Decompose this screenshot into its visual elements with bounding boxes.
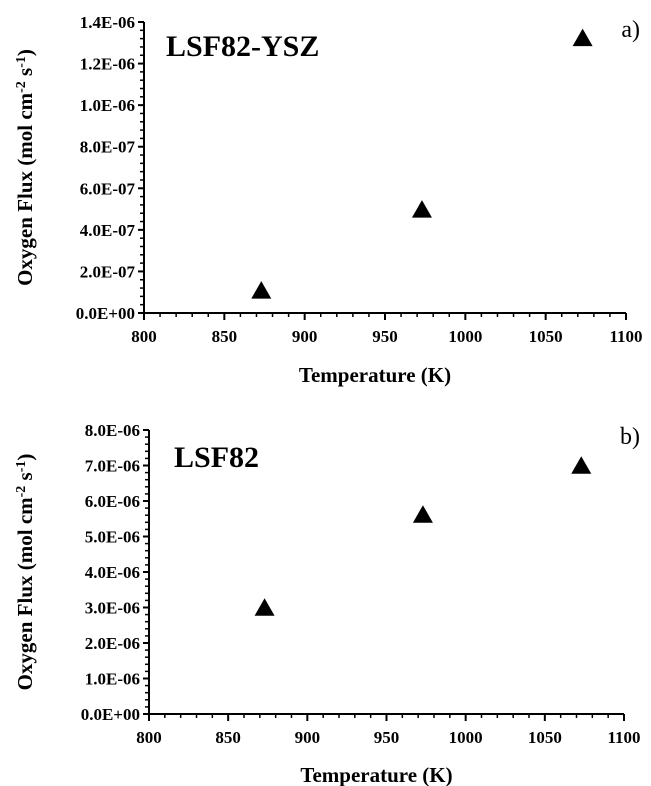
x-tick-label: 1050: [529, 327, 563, 346]
panel-letter: a): [621, 17, 640, 43]
data-point-triangle: [254, 598, 275, 616]
y-tick-label: 8.0E-06: [85, 421, 140, 440]
panel-title: LSF82-YSZ: [166, 30, 319, 63]
y-tick-label: 8.0E-07: [80, 138, 136, 157]
x-tick-label: 900: [295, 728, 321, 747]
x-tick-label: 1000: [449, 728, 483, 747]
data-point-triangle: [251, 281, 272, 299]
y-tick-label: 1.0E-06: [80, 96, 135, 115]
x-tick-label: 950: [372, 327, 398, 346]
y-tick-label: 4.0E-06: [85, 563, 140, 582]
x-tick-label: 800: [131, 327, 157, 346]
y-tick-label: 2.0E-06: [85, 634, 140, 653]
y-axis-title-part: s: [13, 68, 37, 81]
y-tick-label: 1.2E-06: [80, 55, 135, 74]
x-tick-label: 1100: [607, 728, 640, 747]
x-tick-label: 1000: [448, 327, 482, 346]
y-axis-title-part: Oxygen Flux (mol cm: [13, 497, 37, 691]
x-tick-label: 1050: [528, 728, 562, 747]
y-axis-title-part: -1: [14, 56, 29, 68]
y-tick-label: 1.4E-06: [80, 13, 135, 32]
data-point-triangle: [412, 505, 433, 523]
y-axis-title-part: -1: [14, 461, 29, 473]
y-tick-label: 3.0E-06: [85, 599, 140, 618]
y-axis-title-part: ): [13, 454, 37, 461]
y-axis-title-part: ): [13, 49, 37, 56]
y-tick-label: 0.0E+00: [81, 705, 140, 724]
y-axis-title-part: s: [13, 472, 37, 485]
data-point-triangle: [572, 28, 593, 47]
y-tick-label: 0.0E+00: [76, 304, 135, 323]
y-tick-label: 6.0E-06: [85, 492, 140, 511]
panel-title: LSF82: [174, 441, 259, 474]
y-tick-label: 5.0E-06: [85, 528, 140, 547]
y-tick-label: 1.0E-06: [85, 670, 140, 689]
x-axis-title: Temperature (K): [299, 363, 451, 387]
x-tick-label: 900: [292, 327, 318, 346]
x-axis-title: Temperature (K): [300, 763, 452, 786]
panel-letter: b): [620, 424, 640, 450]
x-tick-label: 1100: [609, 327, 642, 346]
y-tick-label: 4.0E-07: [80, 221, 136, 240]
x-tick-label: 800: [136, 728, 162, 747]
y-tick-label: 7.0E-06: [85, 457, 140, 476]
y-axis-title: Oxygen Flux (mol cm-2 s-1): [13, 49, 37, 286]
x-tick-label: 950: [374, 728, 400, 747]
chart-panel-b: 0.0E+00 1.0E-06 2.0E-06 3.0E-06 4.0E-06 5.0E-…: [13, 421, 641, 786]
chart-panel-a: 0.0E+00 2.0E-07 4.0E-07 6.0E-07 8.0E-07 1.0E-…: [13, 13, 643, 387]
x-tick-label: 850: [212, 327, 238, 346]
y-axis-title-part: -2: [14, 486, 29, 498]
y-axis-title-part: -2: [14, 81, 29, 93]
y-axis-title: Oxygen Flux (mol cm-2 s-1): [13, 454, 37, 691]
data-point-triangle: [571, 456, 592, 474]
y-tick-label: 2.0E-07: [80, 262, 136, 281]
data-point-triangle: [411, 200, 432, 218]
y-tick-label: 6.0E-07: [80, 179, 136, 198]
y-axis-title-part: Oxygen Flux (mol cm: [13, 92, 37, 286]
x-tick-label: 850: [215, 728, 241, 747]
